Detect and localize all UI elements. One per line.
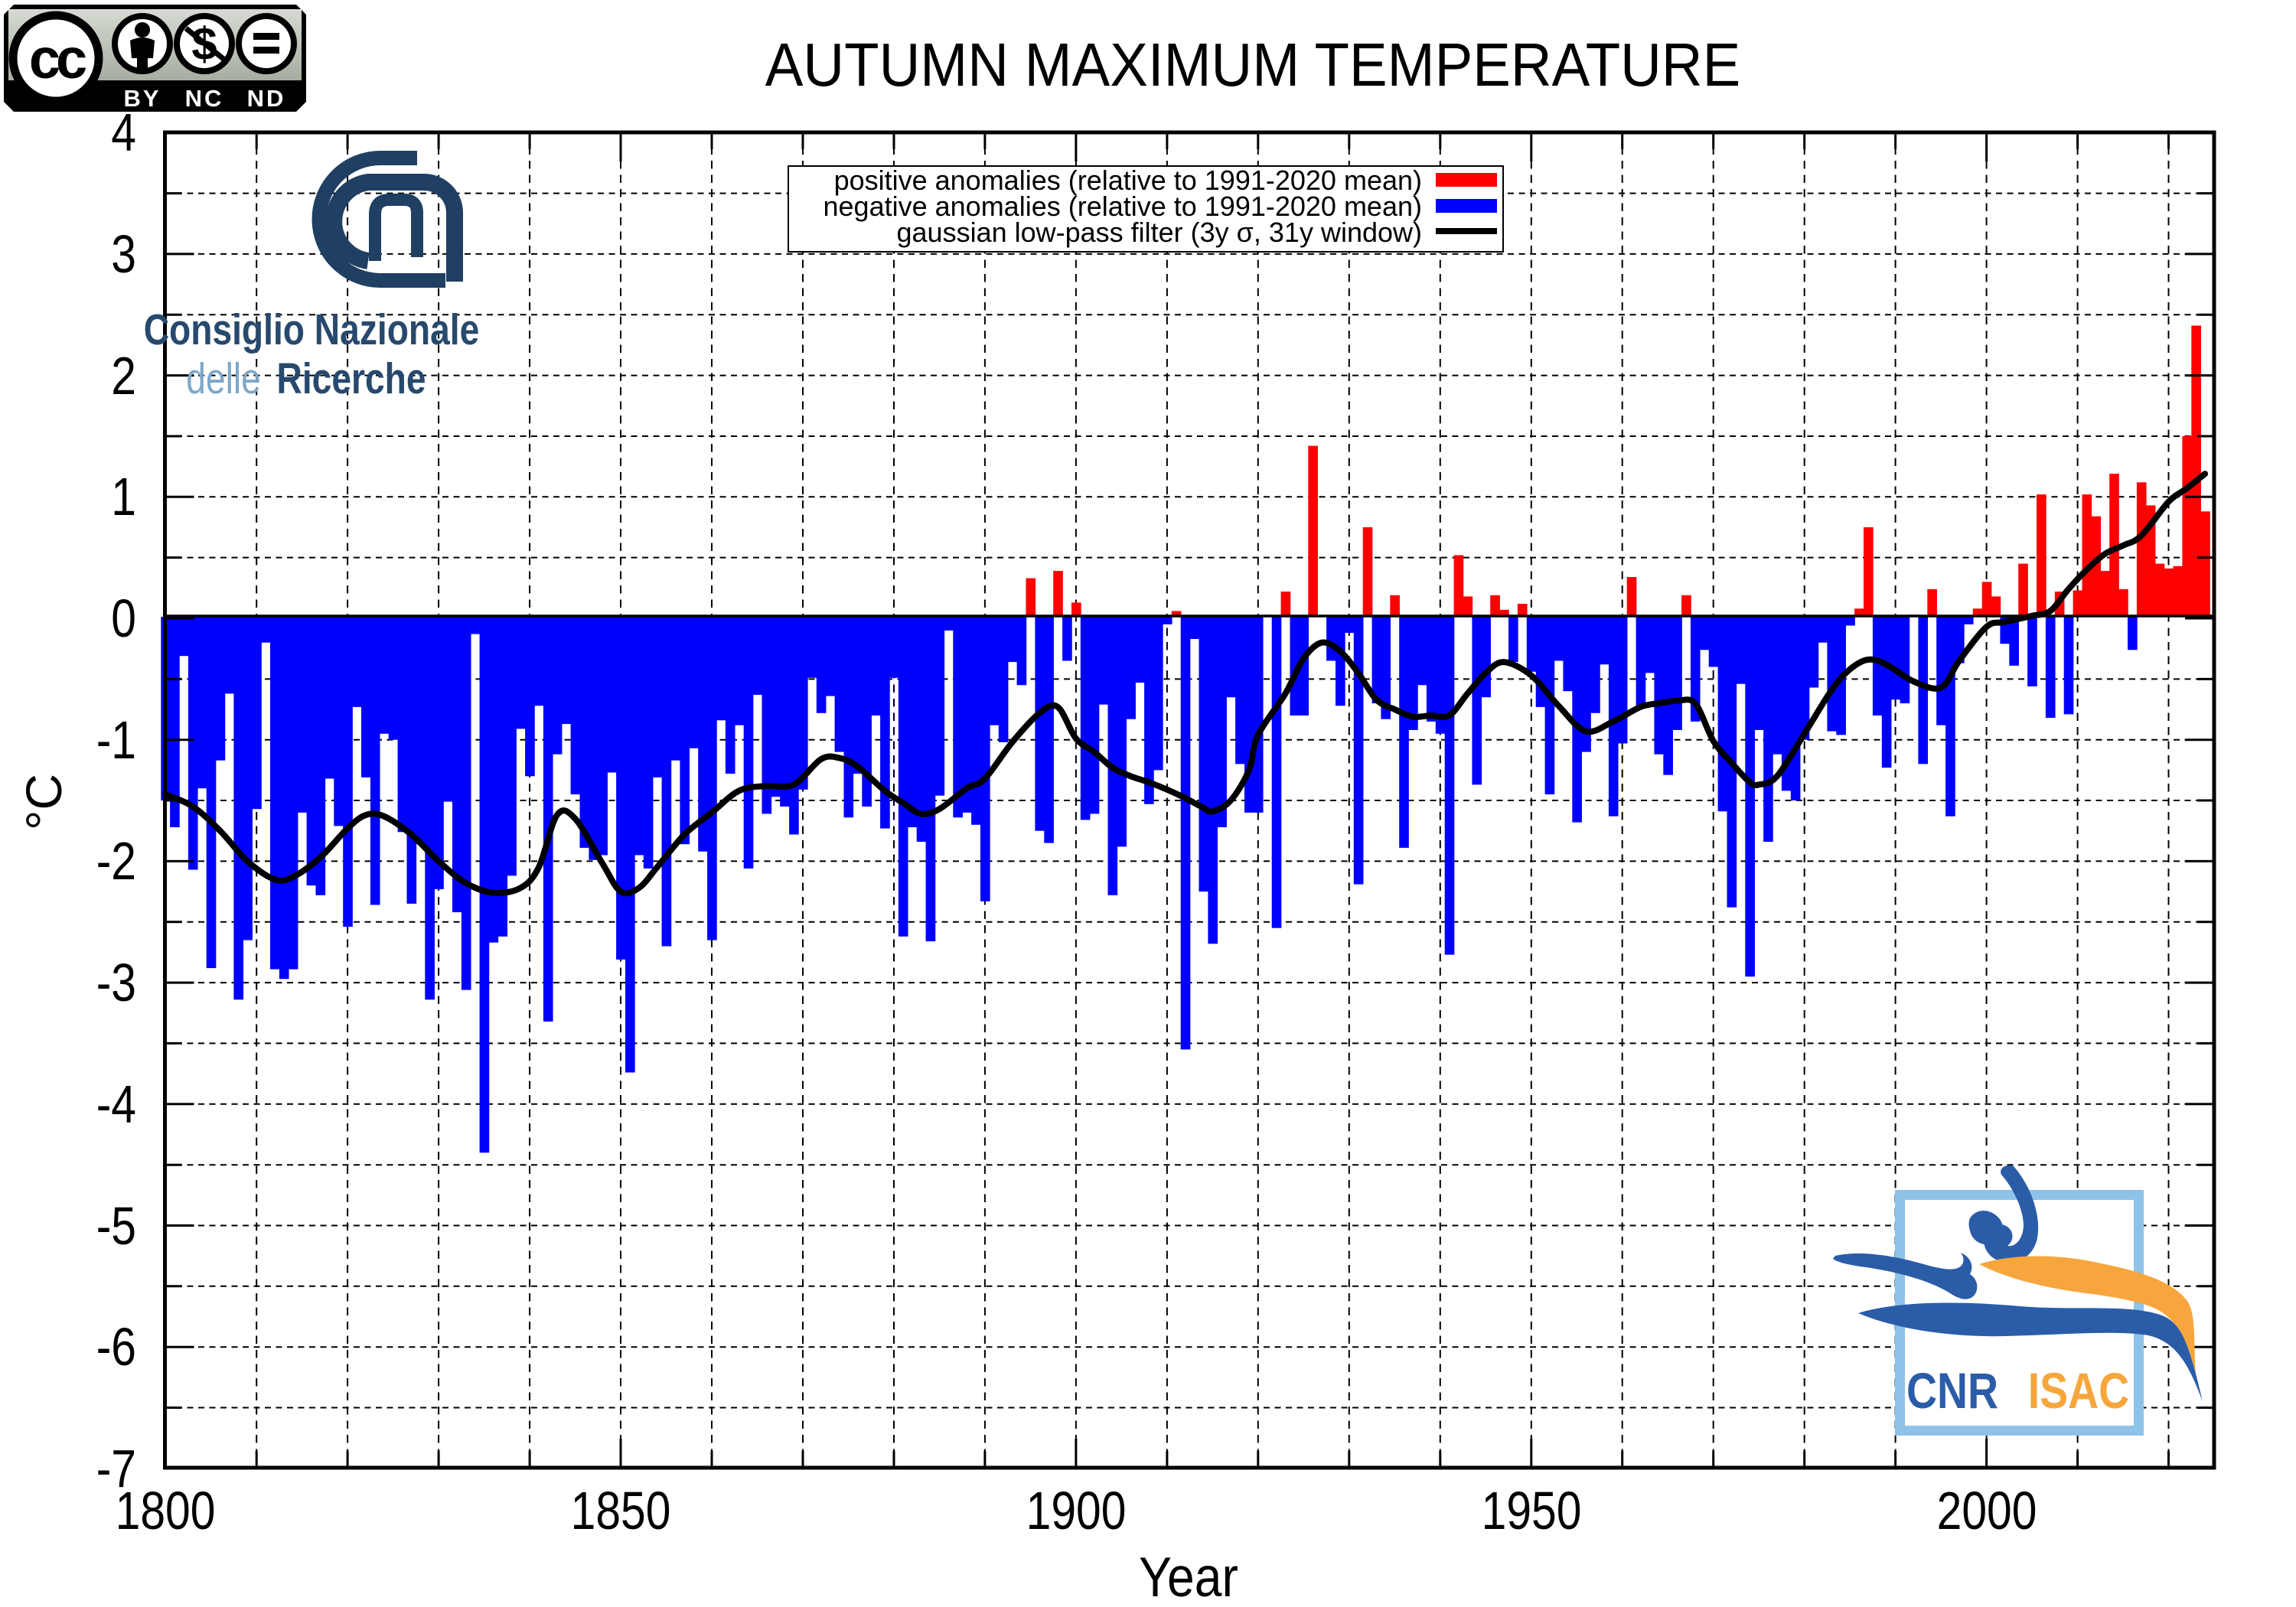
svg-text:1800: 1800: [116, 1480, 216, 1540]
svg-text:ISAC: ISAC: [2028, 1362, 2129, 1419]
svg-text:-5: -5: [96, 1195, 136, 1256]
svg-text:-4: -4: [96, 1074, 136, 1134]
svg-text:-3: -3: [96, 952, 136, 1012]
svg-text:4: 4: [111, 102, 136, 162]
svg-text:Consiglio Nazionale: Consiglio Nazionale: [144, 305, 480, 354]
svg-text:1: 1: [111, 466, 136, 526]
svg-text:2000: 2000: [1937, 1480, 2037, 1540]
svg-text:negative anomalies (relative t: negative anomalies (relative to 1991-202…: [823, 191, 1422, 222]
svg-text:Year: Year: [1139, 1546, 1238, 1607]
svg-text:BY: BY: [123, 85, 161, 112]
svg-text:°C: °C: [15, 774, 72, 830]
svg-text:-6: -6: [96, 1316, 136, 1377]
svg-text:0: 0: [111, 588, 136, 648]
svg-text:CNR: CNR: [1906, 1362, 1998, 1419]
svg-text:ND: ND: [247, 85, 286, 112]
svg-text:-7: -7: [96, 1438, 136, 1498]
svg-text:delle: delle: [186, 354, 261, 403]
svg-text:NC: NC: [185, 85, 224, 112]
svg-text:Ricerche: Ricerche: [276, 354, 426, 403]
svg-text:1850: 1850: [571, 1480, 671, 1540]
svg-text:2: 2: [111, 345, 136, 406]
svg-text:AUTUMN MAXIMUM TEMPERATURE: AUTUMN MAXIMUM TEMPERATURE: [765, 31, 1740, 99]
svg-text:cc: cc: [29, 27, 86, 90]
svg-text:-2: -2: [96, 830, 136, 891]
svg-text:3: 3: [111, 223, 136, 284]
svg-text:-1: -1: [96, 709, 136, 770]
svg-text:1950: 1950: [1482, 1480, 1582, 1540]
svg-text:1900: 1900: [1026, 1480, 1127, 1540]
svg-text:positive anomalies (relative t: positive anomalies (relative to 1991-202…: [834, 165, 1422, 196]
svg-text:gaussian low-pass filter (3y σ: gaussian low-pass filter (3y σ, 31y wind…: [897, 217, 1423, 248]
